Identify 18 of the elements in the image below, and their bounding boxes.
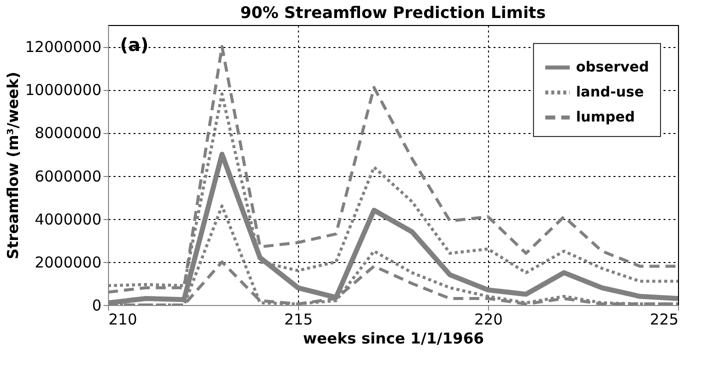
y-tick-label: 0 [92, 296, 102, 314]
x-tick-label: 220 [474, 310, 503, 328]
chart-title: 90% Streamflow Prediction Limits [240, 3, 546, 22]
x-tick-label: 215 [284, 310, 313, 328]
y-axis-title: Streamflow (m³/week) [4, 72, 22, 260]
y-tick-label: 8000000 [34, 124, 102, 142]
y-tick-label: 2000000 [34, 253, 102, 272]
legend-label: lumped [576, 110, 635, 126]
legend-label: observed [576, 60, 650, 76]
y-tick-label: 12000000 [25, 38, 102, 56]
legend-label: land-use [576, 84, 644, 100]
x-tick-label: 225 [650, 310, 678, 328]
annotation: (a) [120, 35, 149, 56]
y-tick-label: 6000000 [34, 167, 102, 186]
x-axis-title: weeks since 1/1/1966 [303, 330, 484, 348]
y-tick-label: 4000000 [34, 210, 102, 228]
y-tick-label: 10000000 [25, 81, 102, 100]
x-tick-label: 210 [108, 310, 138, 328]
